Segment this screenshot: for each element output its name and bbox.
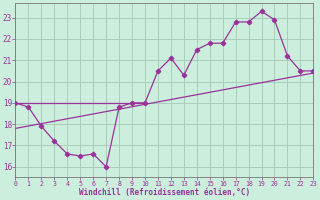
X-axis label: Windchill (Refroidissement éolien,°C): Windchill (Refroidissement éolien,°C) — [79, 188, 250, 197]
